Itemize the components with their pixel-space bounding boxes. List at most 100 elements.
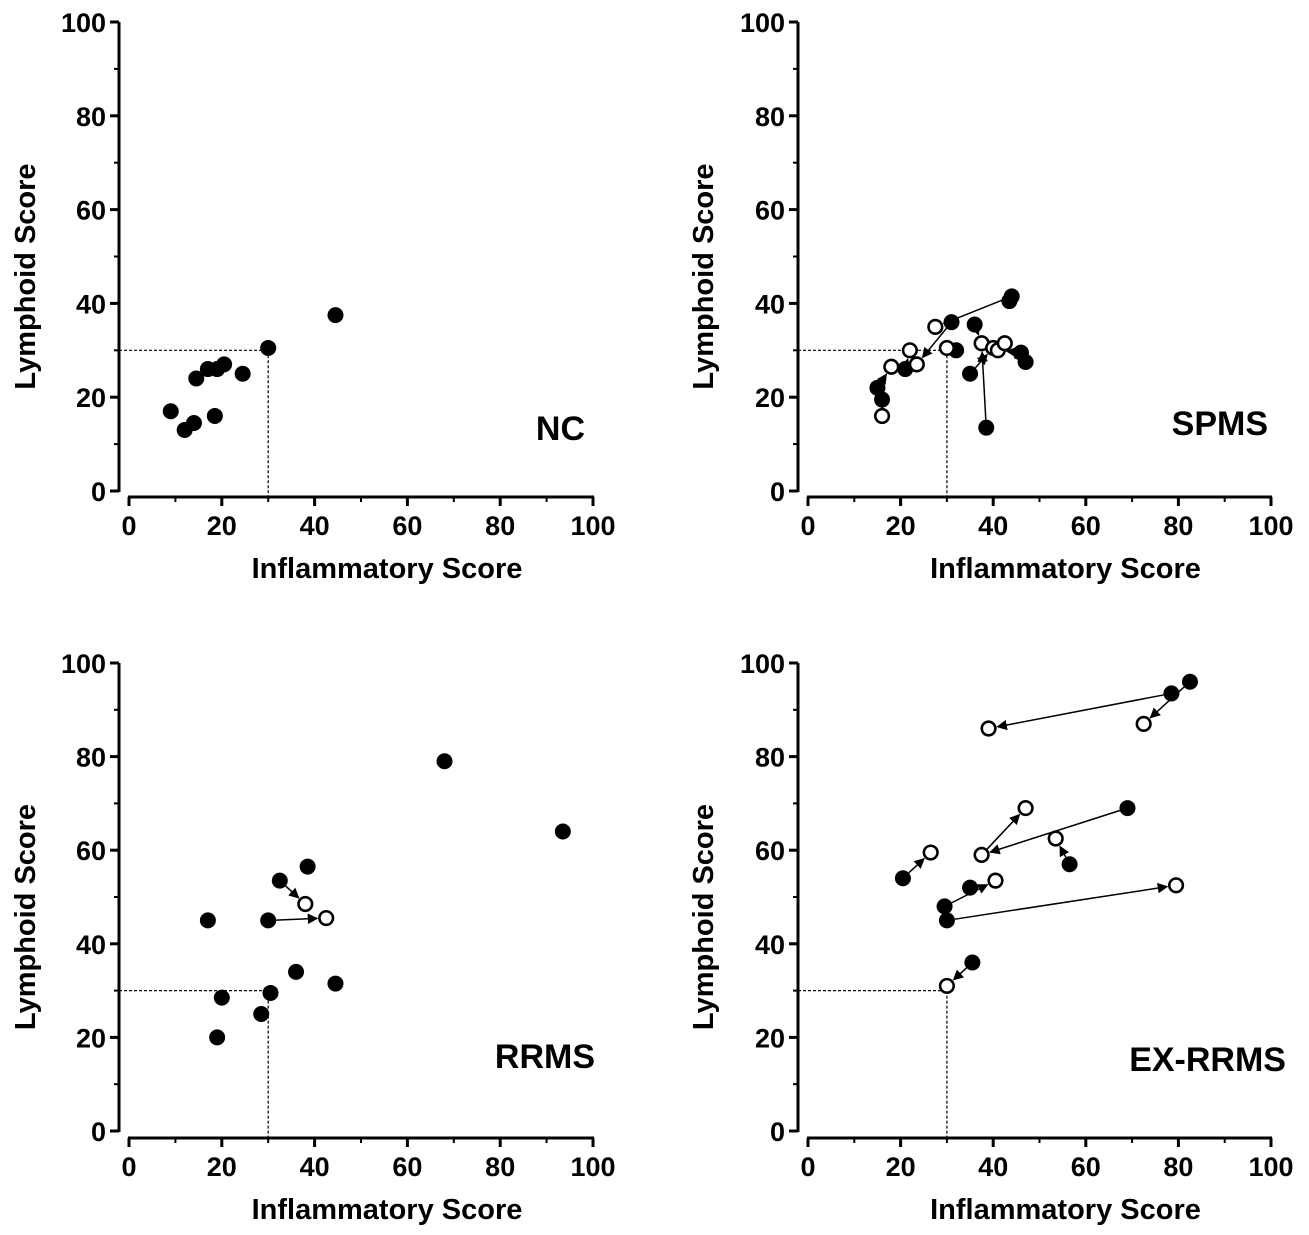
data-point-open — [938, 977, 956, 995]
x-tick-label: 100 — [1248, 511, 1293, 541]
data-point-open — [973, 846, 990, 863]
transition-arrow — [1005, 346, 1017, 358]
transition-arrow — [996, 694, 1164, 731]
x-tick-label: 60 — [392, 1152, 422, 1182]
transition-arrow — [276, 913, 319, 925]
y-tick-label: 40 — [76, 930, 106, 960]
x-tick-label: 0 — [800, 1152, 815, 1182]
data-point-filled — [260, 339, 277, 356]
data-point-open — [873, 407, 891, 425]
panel-label: RRMS — [495, 1038, 595, 1076]
transition-arrow — [921, 327, 948, 359]
data-point-filled — [894, 870, 911, 887]
y-axis-title: Lymphoid Score — [688, 804, 720, 1030]
data-point-open — [927, 318, 944, 335]
chart-panel-spms: 0 20 40 60 80 100 0 20 40 60 80 100 Inflammatory Sco… — [688, 8, 1294, 585]
data-point-filled — [185, 414, 202, 431]
x-tick-label: 20 — [886, 511, 916, 541]
x-tick-label: 80 — [485, 1152, 515, 1182]
y-tick-label: 0 — [770, 1117, 785, 1147]
data-point-filled — [271, 872, 288, 889]
x-tick-label: 40 — [300, 1152, 330, 1182]
x-tick-label: 20 — [207, 1152, 237, 1182]
data-point-filled — [209, 1029, 226, 1046]
y-axis-title: Lymphoid Score — [10, 804, 42, 1030]
data-point-open — [980, 720, 997, 737]
data-point-filled — [1163, 685, 1180, 702]
data-point-filled — [938, 912, 955, 929]
y-tick-label: 80 — [76, 102, 106, 132]
y-tick-label: 40 — [755, 289, 785, 319]
data-point-filled — [234, 365, 251, 382]
data-point-filled — [216, 356, 233, 373]
y-tick-label: 80 — [76, 743, 106, 773]
data-point-open — [987, 872, 1004, 889]
panel-label: NC — [536, 410, 585, 448]
x-tick-label: 40 — [978, 1152, 1008, 1182]
data-point-filled — [874, 391, 891, 408]
x-axis-title: Inflammatory Score — [930, 553, 1201, 585]
x-tick-label: 100 — [1248, 1152, 1293, 1182]
data-point-filled — [327, 307, 344, 324]
y-tick-label: 0 — [91, 1117, 106, 1147]
data-point-filled — [962, 879, 979, 896]
y-tick-label: 0 — [770, 477, 785, 507]
y-tick-label: 60 — [76, 196, 106, 226]
x-tick-label: 80 — [1163, 511, 1193, 541]
data-point-filled — [299, 858, 316, 875]
x-tick-label: 100 — [570, 1152, 615, 1182]
x-tick-label: 60 — [1071, 1152, 1101, 1182]
data-point-filled — [260, 912, 277, 929]
transition-arrow — [954, 882, 1169, 920]
y-tick-label: 100 — [61, 649, 106, 679]
y-tick-label: 60 — [755, 836, 785, 866]
data-point-open — [901, 342, 918, 359]
data-point-open — [938, 339, 956, 357]
x-tick-label: 20 — [886, 1152, 916, 1182]
data-point-filled — [188, 370, 205, 387]
data-point-filled — [1003, 288, 1020, 305]
chart-panel-rrms: 0 20 40 60 80 100 0 20 40 60 80 100 Inflammatory Sco… — [10, 649, 616, 1226]
x-tick-label: 40 — [300, 511, 330, 541]
x-tick-label: 100 — [570, 511, 615, 541]
y-tick-label: 100 — [740, 8, 785, 38]
y-tick-label: 20 — [755, 383, 785, 413]
transition-arrow — [970, 324, 981, 336]
y-tick-label: 60 — [76, 836, 106, 866]
data-point-open — [318, 909, 335, 927]
y-tick-label: 80 — [755, 743, 785, 773]
data-point-filled — [213, 989, 230, 1006]
y-tick-label: 20 — [76, 1023, 106, 1053]
x-tick-label: 60 — [392, 511, 422, 541]
y-tick-label: 40 — [76, 289, 106, 319]
data-point-open — [1167, 877, 1185, 894]
y-axis-title: Lymphoid Score — [688, 163, 720, 389]
x-axis-title: Inflammatory Score — [252, 553, 523, 585]
transition-arrow — [876, 373, 888, 386]
data-point-filled — [936, 898, 953, 915]
data-point-open — [996, 335, 1013, 352]
data-point-open — [1017, 799, 1034, 817]
data-point-filled — [554, 823, 571, 840]
x-axis-title: Inflammatory Score — [252, 1194, 523, 1226]
data-point-filled — [1181, 673, 1198, 690]
data-point-filled — [288, 963, 305, 980]
y-tick-label: 20 — [76, 383, 106, 413]
x-tick-label: 0 — [800, 511, 815, 541]
x-axis-title: Inflammatory Score — [930, 1194, 1201, 1226]
x-tick-label: 0 — [121, 1152, 136, 1182]
data-point-filled — [1017, 354, 1034, 371]
y-tick-label: 60 — [755, 196, 785, 226]
panel-label: EX-RRMS — [1129, 1041, 1286, 1079]
x-tick-label: 0 — [121, 511, 136, 541]
data-point-filled — [1061, 856, 1078, 873]
transition-arrow — [1059, 845, 1070, 858]
transition-arrow — [285, 885, 300, 899]
y-tick-label: 100 — [740, 649, 785, 679]
data-point-filled — [966, 316, 983, 333]
data-point-open — [1135, 715, 1152, 732]
y-tick-label: 100 — [61, 8, 106, 38]
transition-arrow — [908, 857, 925, 874]
transition-arrow — [977, 351, 988, 420]
